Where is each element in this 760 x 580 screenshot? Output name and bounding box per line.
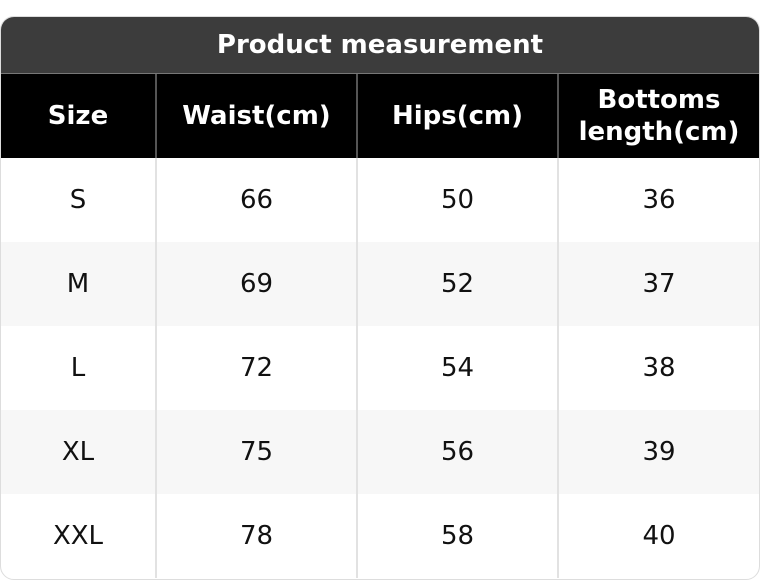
header-size: Size [1, 74, 156, 158]
cell-size: M [1, 242, 156, 326]
cell-bottoms-length: 36 [557, 158, 759, 242]
cell-size: XXL [52, 521, 104, 551]
measurement-table: Size Waist(cm) Hips(cm) Bottoms length(c… [1, 74, 759, 578]
cell-hips: 58 [356, 494, 558, 578]
cell-hips: 52 [356, 242, 558, 326]
header-waist: Waist(cm) [155, 74, 357, 158]
cell-waist: 69 [155, 242, 357, 326]
table-row: XXL 78 58 40 [1, 494, 759, 578]
table-title: Product measurement [1, 17, 759, 74]
table-row: S 66 50 36 [1, 158, 759, 242]
table-row: M 69 52 37 [1, 242, 759, 326]
cell-bottoms-length: 40 [557, 494, 759, 578]
cell-waist: 66 [155, 158, 357, 242]
cell-bottoms-length: 37 [557, 242, 759, 326]
cell-size: XL [1, 410, 156, 494]
header-hips: Hips(cm) [356, 74, 558, 158]
cell-bottoms-length: 38 [557, 326, 759, 410]
header-bottoms-length: Bottoms length(cm) [557, 74, 759, 158]
header-row: Size Waist(cm) Hips(cm) Bottoms length(c… [1, 74, 759, 158]
cell-size: L [70, 353, 86, 383]
cell-hips: 54 [356, 326, 558, 410]
cell-size: S [69, 185, 87, 215]
cell-bottoms-length: 39 [557, 410, 759, 494]
table-row: XL 75 56 39 [1, 410, 759, 494]
cell-waist: 78 [155, 494, 357, 578]
cell-hips: 50 [356, 158, 558, 242]
cell-hips: 56 [356, 410, 558, 494]
measurement-table-card: Product measurement Size Waist(cm) Hips(… [0, 16, 760, 580]
cell-waist: 72 [155, 326, 357, 410]
cell-waist: 75 [155, 410, 357, 494]
table-row: L 72 54 38 [1, 326, 759, 410]
